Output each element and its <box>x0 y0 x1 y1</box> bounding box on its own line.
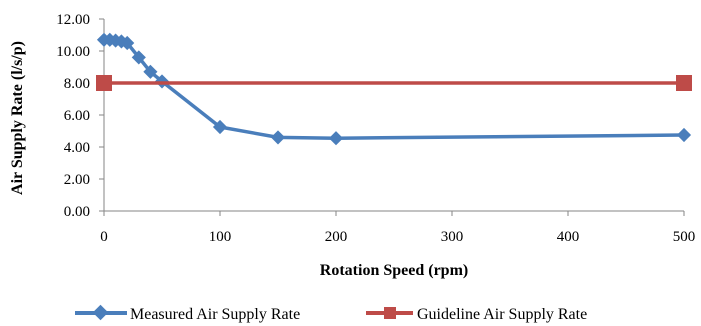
data-point <box>328 131 344 146</box>
x-tick-label: 400 <box>557 229 580 245</box>
legend-label-measured: Measured Air Supply Rate <box>130 306 300 323</box>
y-tick-label: 10.00 <box>56 44 90 60</box>
data-point <box>676 75 692 91</box>
legend-marker-guideline <box>384 307 396 319</box>
y-tick-label: 4.00 <box>64 140 90 156</box>
series-measured <box>96 32 692 146</box>
x-axis-title: Rotation Speed (rpm) <box>320 262 468 279</box>
series-guideline <box>96 75 692 91</box>
y-tick-label: 0.00 <box>64 204 90 220</box>
x-tick-label: 500 <box>673 229 696 245</box>
series-layer <box>96 32 692 146</box>
x-tick-label: 200 <box>325 229 348 245</box>
y-axis-ticks: 0.00 2.00 4.00 6.00 8.00 10.00 12.00 <box>56 12 104 220</box>
x-tick-label: 0 <box>100 229 108 245</box>
y-axis-title: Air Supply Rate (l/s/p) <box>9 41 26 195</box>
y-tick-label: 6.00 <box>64 108 90 124</box>
data-point <box>676 127 692 143</box>
y-tick-label: 2.00 <box>64 172 90 188</box>
y-tick-label: 8.00 <box>64 76 90 92</box>
x-tick-label: 300 <box>441 229 464 245</box>
data-point <box>270 130 286 145</box>
legend-label-guideline: Guideline Air Supply Rate <box>417 306 587 323</box>
y-tick-label: 12.00 <box>56 12 90 28</box>
legend: Measured Air Supply Rate Guideline Air S… <box>75 304 587 323</box>
x-tick-label: 100 <box>209 229 232 245</box>
legend-marker-measured <box>92 304 109 321</box>
plot-area <box>103 19 684 212</box>
legend-item-guideline: Guideline Air Supply Rate <box>366 306 587 323</box>
series-line <box>104 38 685 140</box>
data-point <box>96 75 112 91</box>
x-axis-ticks: 0 100 200 300 400 500 <box>100 211 695 245</box>
legend-item-measured: Measured Air Supply Rate <box>75 304 300 323</box>
